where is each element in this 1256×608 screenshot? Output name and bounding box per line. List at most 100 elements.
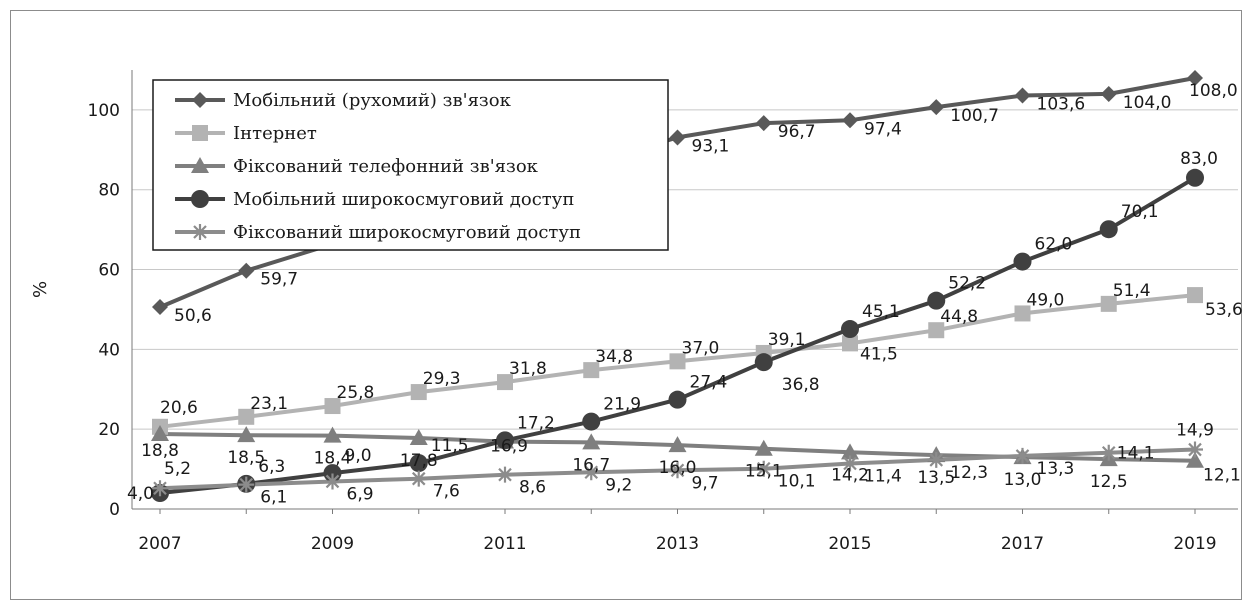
data-point: [497, 374, 513, 391]
data-point: [497, 466, 513, 483]
data-point: [668, 390, 687, 409]
series-markers: [151, 69, 1204, 503]
data-point: [583, 362, 600, 379]
data-label: 100,7: [950, 106, 999, 126]
data-label: 41,5: [860, 344, 898, 364]
data-point: [928, 451, 945, 468]
data-point: [927, 291, 946, 310]
data-point: [1187, 441, 1203, 458]
y-tick-label: 80: [98, 181, 120, 201]
data-point: [842, 112, 858, 129]
x-tick-label: 2015: [828, 534, 871, 554]
data-label: 97,4: [864, 119, 902, 139]
data-label: 15,1: [745, 462, 783, 482]
legend-box: [152, 79, 669, 251]
data-point: [669, 129, 686, 146]
data-label: 6,1: [260, 488, 287, 508]
data-point: [755, 460, 772, 477]
data-label: 44,8: [940, 307, 978, 327]
data-point: [410, 470, 427, 487]
data-label: 18,8: [141, 441, 179, 461]
x-tick-label: 2017: [1001, 534, 1044, 554]
data-point: [238, 476, 255, 493]
legend-marker: [192, 125, 208, 141]
data-point: [582, 433, 601, 450]
axes: 0 20 40 60 80 100 2007 2009 2011 2013 2015 2017 2019: [88, 70, 1238, 554]
data-label: 9,0: [345, 446, 372, 466]
data-label: 13,0: [1004, 470, 1042, 490]
data-point: [324, 398, 341, 415]
data-label: 17,8: [400, 451, 438, 471]
legend-marker: [192, 92, 208, 108]
data-label: 62,0: [1035, 235, 1073, 255]
data-point: [841, 320, 859, 339]
data-point: [583, 464, 600, 481]
data-label: 23,1: [250, 394, 288, 414]
data-label: 52,2: [948, 274, 986, 294]
data-point: [754, 353, 773, 372]
y-axis-label: %: [30, 281, 51, 298]
data-label: 96,7: [778, 122, 816, 142]
data-point: [1186, 168, 1204, 187]
legend-entry: Інтернет: [233, 123, 317, 144]
legend: Мобільний (рухомий) зв'язок Інтернет Фіксо…: [152, 79, 669, 251]
data-label: 93,1: [692, 136, 730, 156]
data-label: 13,5: [917, 468, 955, 488]
data-point: [1013, 252, 1032, 271]
y-tick-label: 0: [109, 500, 120, 520]
data-label: 14,9: [1176, 421, 1214, 441]
data-label: 7,6: [433, 482, 460, 502]
data-point: [755, 115, 772, 132]
data-label: 53,6: [1205, 300, 1243, 320]
data-label: 50,6: [174, 306, 212, 326]
legend-entry: Фіксований телефонний зв'язок: [233, 156, 539, 177]
data-label: 25,8: [337, 383, 375, 403]
data-label: 18,5: [227, 448, 265, 468]
data-label: 12,1: [1203, 466, 1241, 486]
data-label: 16,7: [572, 455, 610, 475]
data-point: [1100, 444, 1117, 461]
data-label: 16,0: [659, 458, 697, 478]
data-label: 11,4: [864, 467, 902, 487]
data-point: [928, 322, 945, 339]
data-point: [668, 436, 687, 453]
data-label: 9,2: [605, 475, 632, 495]
data-label: 70,1: [1121, 202, 1159, 222]
data-point: [669, 353, 686, 370]
data-label: 12,3: [950, 463, 988, 483]
data-point: [1100, 85, 1117, 102]
data-point: [842, 455, 858, 472]
data-point: [1187, 69, 1203, 86]
data-label: 10,1: [778, 472, 816, 492]
data-label: 37,0: [682, 338, 720, 358]
data-point: [754, 439, 773, 456]
data-point: [238, 262, 255, 279]
data-point: [841, 443, 859, 460]
data-label: 36,8: [782, 375, 820, 395]
data-label: 49,0: [1027, 290, 1065, 310]
data-label: 104,0: [1123, 93, 1172, 113]
data-point: [409, 454, 428, 473]
data-label: 45,1: [862, 302, 900, 322]
data-point: [1014, 305, 1031, 322]
legend-marker: [192, 224, 208, 240]
data-label: 29,3: [423, 369, 461, 389]
data-point: [582, 412, 601, 431]
data-point: [928, 99, 945, 116]
data-point: [1187, 287, 1203, 304]
data-label: 14,1: [1117, 444, 1155, 464]
data-point: [238, 408, 255, 425]
data-label: 21,9: [603, 395, 641, 415]
data-point: [1014, 447, 1031, 464]
data-label: 5,2: [164, 459, 191, 479]
x-tick-label: 2007: [138, 534, 181, 554]
data-point: [669, 462, 686, 479]
data-label: 108,0: [1189, 81, 1238, 101]
data-label: 59,7: [260, 270, 298, 290]
data-label: 14,2: [831, 465, 869, 485]
x-tick-label: 2011: [483, 534, 526, 554]
y-tick-label: 100: [88, 101, 120, 121]
data-label: 34,8: [595, 347, 633, 367]
data-point: [323, 426, 342, 443]
